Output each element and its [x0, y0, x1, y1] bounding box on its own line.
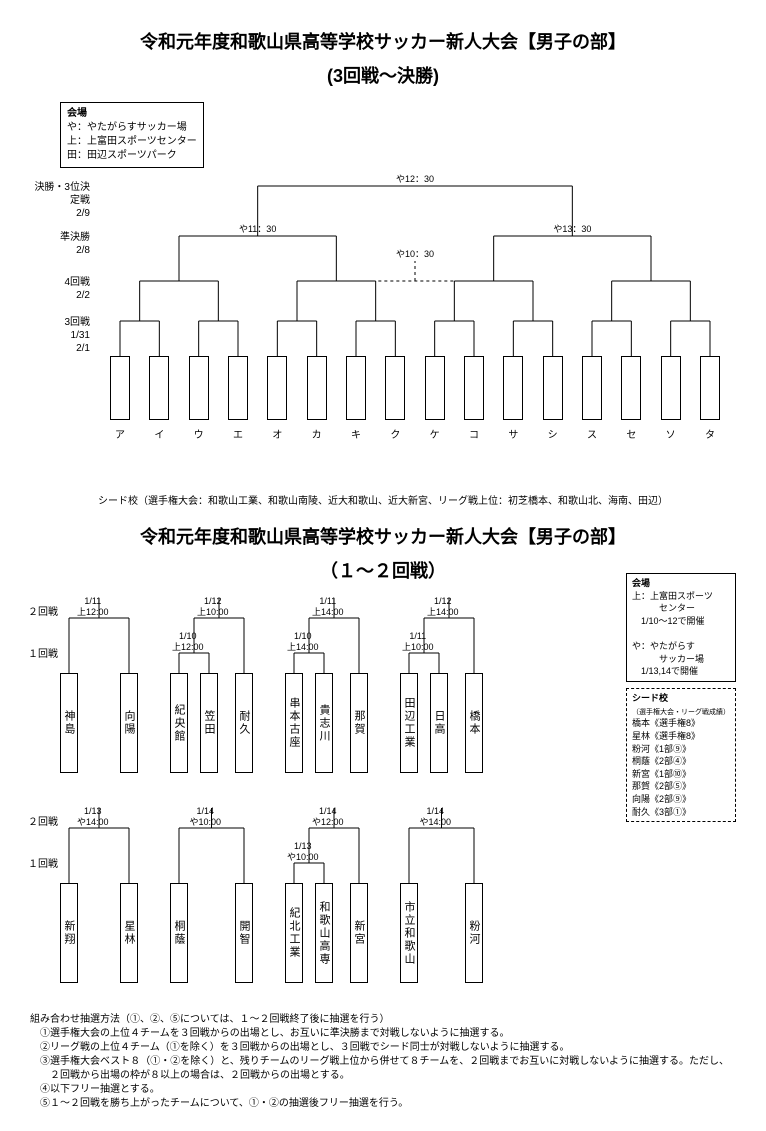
slot-label: ス [582, 426, 602, 441]
match-label: 1/14や10:00 [190, 806, 222, 828]
bracket-slot [464, 356, 484, 420]
bracket-slot [228, 356, 248, 420]
team-box: 耐久 [235, 673, 253, 773]
title-1: 令和元年度和歌山県高等学校サッカー新人大会【男子の部】 [30, 28, 736, 54]
team-box: 紀央館 [170, 673, 188, 773]
slot-label: コ [464, 426, 484, 441]
bracket-slot [149, 356, 169, 420]
match-label: 1/11上10:00 [402, 631, 434, 653]
team-box: 田辺工業 [400, 673, 418, 773]
round-label: 4回戦2/2 [30, 276, 90, 302]
subtitle-1: (3回戦～決勝) [30, 62, 736, 88]
team-box: 神島 [60, 673, 78, 773]
match-label: 1/12上10:00 [197, 596, 229, 618]
team-box: 日高 [430, 673, 448, 773]
bracket-slot [661, 356, 681, 420]
bracket-slot [189, 356, 209, 420]
slot-label: ソ [661, 426, 681, 441]
match-label: や13：30 [542, 224, 602, 235]
round-label: ２回戦 [0, 816, 58, 829]
bracket-slot [700, 356, 720, 420]
match-label: 1/10上12:00 [172, 631, 204, 653]
match-label: 1/13や10:00 [287, 841, 319, 863]
slot-label: サ [503, 426, 523, 441]
match-label: 1/14や14:00 [420, 806, 452, 828]
venue-line: や：やたがらすサッカー場 [67, 121, 197, 135]
team-box: 紀北工業 [285, 883, 303, 983]
round-label: １回戦 [0, 858, 58, 871]
bracket-slot [582, 356, 602, 420]
slot-label: カ [307, 426, 327, 441]
team-box: 市立和歌山 [400, 883, 418, 983]
prelim-section: 会場上：上富田スポーツ センター 1/10～12で開催 や：やたがらす サッカー… [30, 593, 736, 1003]
team-box: 開智 [235, 883, 253, 983]
slot-label: ア [110, 426, 130, 441]
match-label: 1/10上14:00 [287, 631, 319, 653]
round-label: ２回戦 [0, 606, 58, 619]
team-box: 星林 [120, 883, 138, 983]
team-box: 和歌山高専 [315, 883, 333, 983]
slot-label: キ [346, 426, 366, 441]
bracket-slot [110, 356, 130, 420]
slot-label: オ [267, 426, 287, 441]
team-box: 桐蔭 [170, 883, 188, 983]
round-label: １回戦 [0, 648, 58, 661]
match-label: や10：30 [385, 249, 445, 260]
slot-label: ウ [189, 426, 209, 441]
venue-header: 会場 [67, 107, 197, 121]
match-label: 1/14や12:00 [312, 806, 344, 828]
venue-box-1: 会場 や：やたがらすサッカー場 上：上富田スポーツセンター 田：田辺スポーツパー… [60, 102, 204, 168]
bracket-slot [307, 356, 327, 420]
prelim-bracket-2: ２回戦１回戦新翔星林1/13や14:00桐蔭開智1/14や10:00紀北工業和歌… [60, 803, 500, 1003]
bracket-slot [503, 356, 523, 420]
bracket-slot [543, 356, 563, 420]
seed-note: シード校（選手権大会：和歌山工業、和歌山南陵、近大和歌山、近大新宮、リーグ戦上位… [30, 492, 736, 507]
bracket-slot [425, 356, 445, 420]
main-bracket: 決勝・3位決定戦2/9 準決勝2/8 4回戦2/2 3回戦1/312/1 ア イ ウ エ オ カ… [30, 176, 736, 486]
slot-label: セ [621, 426, 641, 441]
notes: 組み合わせ抽選方法（①、②、⑤については、１～２回戦終了後に抽選を行う）①選手権… [30, 1013, 736, 1111]
bracket-slot [385, 356, 405, 420]
team-box: 粉河 [465, 883, 483, 983]
team-box: 新翔 [60, 883, 78, 983]
slot-label: ク [385, 426, 405, 441]
team-box: 橋本 [465, 673, 483, 773]
seed-box-2: シード校（選手権大会・リーグ戦成績）橋本《選手権8》星林《選手権8》粉河《1部⑨… [626, 688, 736, 822]
slot-label: エ [228, 426, 248, 441]
prelim-bracket-1: ２回戦１回戦神島向陽1/11上12:00紀央館笠田耐久1/10上12:001/1… [60, 593, 500, 793]
team-box: 串本古座 [285, 673, 303, 773]
round-label: 決勝・3位決定戦2/9 [30, 181, 90, 220]
venue-line: 田：田辺スポーツパーク [67, 149, 197, 163]
round-label: 3回戦1/312/1 [30, 316, 90, 355]
team-box: 那賀 [350, 673, 368, 773]
slot-label: シ [543, 426, 563, 441]
match-label: 1/12上14:00 [427, 596, 459, 618]
team-box: 新宮 [350, 883, 368, 983]
round-label: 準決勝2/8 [30, 231, 90, 257]
title-2: 令和元年度和歌山県高等学校サッカー新人大会【男子の部】 [30, 523, 736, 549]
team-box: 笠田 [200, 673, 218, 773]
bracket-slot [621, 356, 641, 420]
match-label: 1/11上14:00 [312, 596, 344, 618]
venue-box-2: 会場上：上富田スポーツ センター 1/10～12で開催 や：やたがらす サッカー… [626, 573, 736, 682]
team-box: 貴志川 [315, 673, 333, 773]
bracket-slot [267, 356, 287, 420]
team-box: 向陽 [120, 673, 138, 773]
bracket-slot [346, 356, 366, 420]
match-label: 1/11上12:00 [77, 596, 109, 618]
slot-label: ケ [425, 426, 445, 441]
slot-label: イ [149, 426, 169, 441]
match-label: や11：30 [228, 224, 288, 235]
slot-label: タ [700, 426, 720, 441]
venue-line: 上：上富田スポーツセンター [67, 135, 197, 149]
match-label: 1/13や14:00 [77, 806, 109, 828]
match-label: や12：30 [385, 174, 445, 185]
